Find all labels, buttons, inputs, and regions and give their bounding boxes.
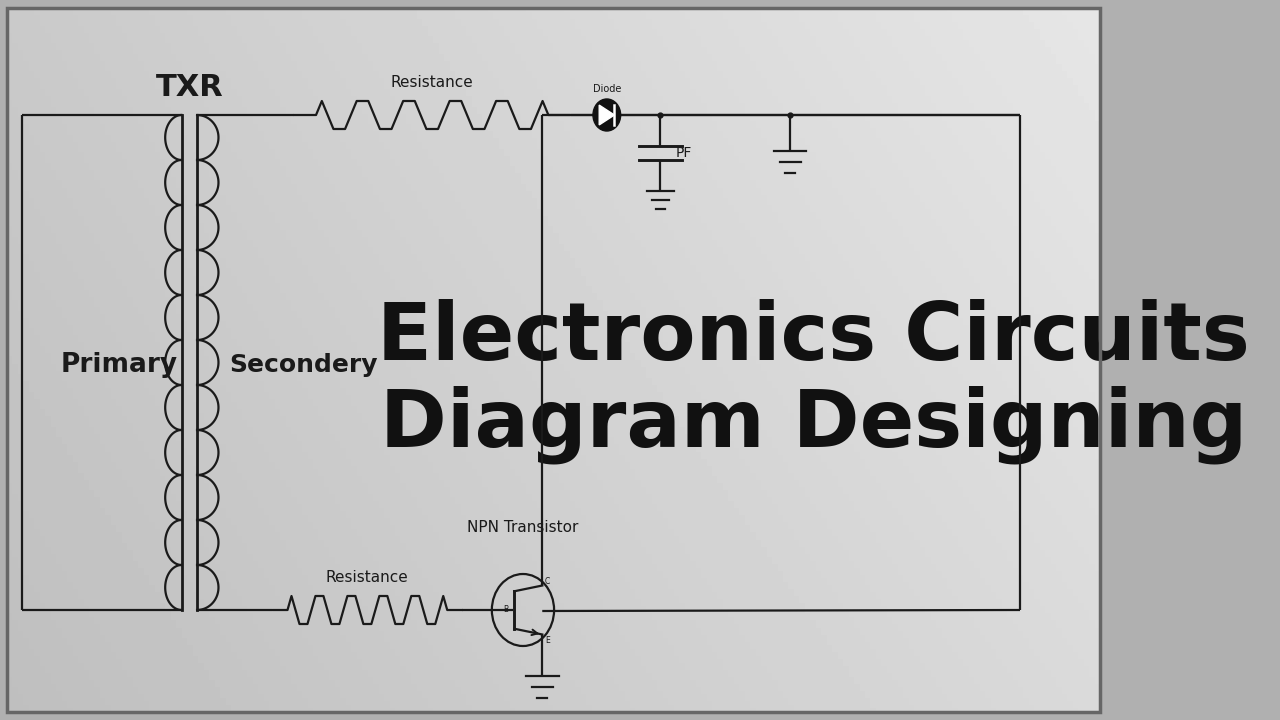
Text: NPN Transistor: NPN Transistor (467, 520, 579, 535)
Text: B: B (503, 606, 508, 614)
Text: TXR: TXR (155, 73, 223, 102)
Text: Resistance: Resistance (390, 75, 474, 90)
Text: PF: PF (676, 146, 692, 160)
Text: Secondery: Secondery (229, 353, 378, 377)
Text: Resistance: Resistance (326, 570, 408, 585)
Text: E: E (545, 636, 549, 645)
Text: C: C (545, 577, 550, 585)
Polygon shape (599, 105, 614, 125)
Text: Primary: Primary (60, 352, 178, 378)
Text: Electronics Circuits
Diagram Designing: Electronics Circuits Diagram Designing (376, 299, 1249, 464)
Text: Diode: Diode (593, 84, 621, 94)
Circle shape (593, 99, 621, 131)
